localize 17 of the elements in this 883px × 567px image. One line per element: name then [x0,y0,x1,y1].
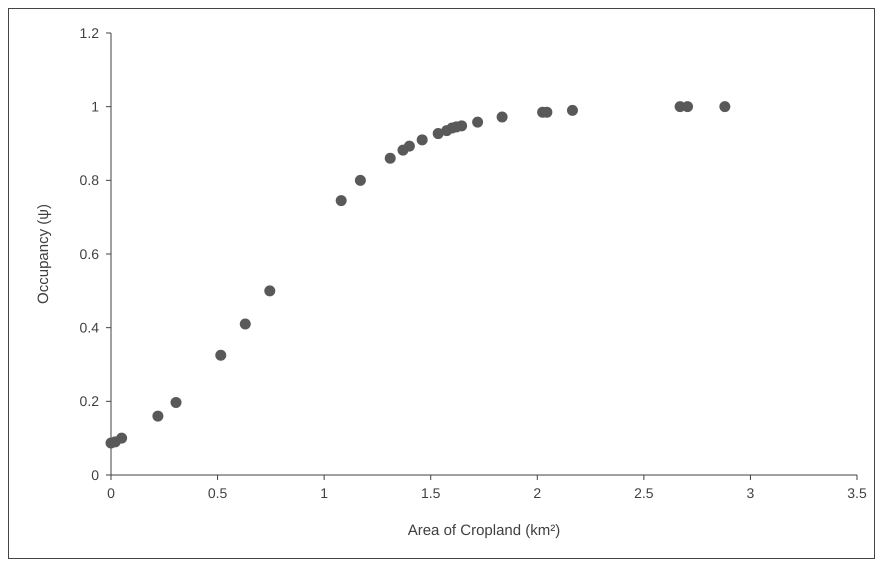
y-tick-label: 1 [91,98,100,115]
x-tick-label: 1.5 [420,485,441,501]
y-tick-label: 0.4 [80,320,100,336]
y-tick-label: 0 [91,466,100,483]
x-tick-label: 0.5 [208,485,228,501]
x-axis-title: Area of Cropland (km²) [408,522,560,539]
x-tick-label: 0 [107,485,116,501]
y-tick-label: 0.2 [80,393,100,410]
x-tick-label: 2 [533,485,542,501]
x-tick-label: 1 [320,485,328,501]
y-axis-title: Occupancy (ψ) [35,204,52,304]
x-tick-label: 3.5 [847,485,867,501]
y-tick-label: 0.8 [80,172,100,188]
y-tick-label: 0.6 [80,246,100,262]
x-tick-label: 2.5 [634,485,654,501]
x-tick-label: 3 [746,485,755,501]
y-tick-label: 1.2 [80,24,100,41]
